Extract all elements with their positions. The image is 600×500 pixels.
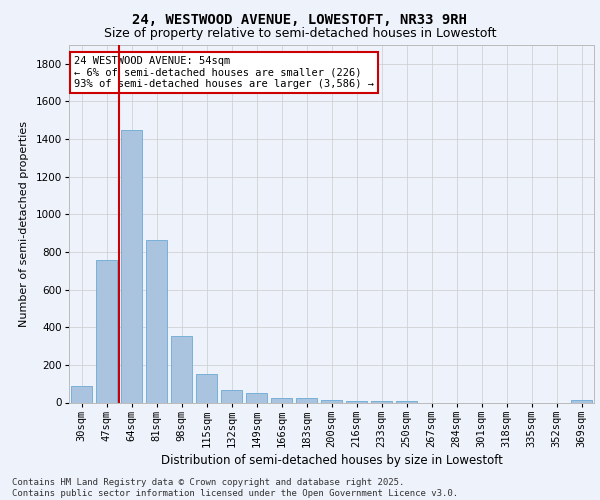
Bar bbox=[296, 398, 317, 402]
X-axis label: Distribution of semi-detached houses by size in Lowestoft: Distribution of semi-detached houses by … bbox=[161, 454, 502, 467]
Bar bbox=[371, 400, 392, 402]
Bar bbox=[96, 260, 117, 402]
Bar bbox=[346, 400, 367, 402]
Bar bbox=[171, 336, 192, 402]
Bar bbox=[396, 401, 417, 402]
Bar bbox=[321, 400, 342, 402]
Bar bbox=[71, 386, 92, 402]
Bar bbox=[221, 390, 242, 402]
Text: 24 WESTWOOD AVENUE: 54sqm
← 6% of semi-detached houses are smaller (226)
93% of : 24 WESTWOOD AVENUE: 54sqm ← 6% of semi-d… bbox=[74, 56, 374, 89]
Bar bbox=[271, 398, 292, 402]
Bar bbox=[196, 374, 217, 402]
Y-axis label: Number of semi-detached properties: Number of semi-detached properties bbox=[19, 120, 29, 327]
Text: 24, WESTWOOD AVENUE, LOWESTOFT, NR33 9RH: 24, WESTWOOD AVENUE, LOWESTOFT, NR33 9RH bbox=[133, 12, 467, 26]
Bar bbox=[121, 130, 142, 402]
Bar bbox=[146, 240, 167, 402]
Text: Contains HM Land Registry data © Crown copyright and database right 2025.
Contai: Contains HM Land Registry data © Crown c… bbox=[12, 478, 458, 498]
Bar bbox=[571, 400, 592, 402]
Text: Size of property relative to semi-detached houses in Lowestoft: Size of property relative to semi-detach… bbox=[104, 28, 496, 40]
Bar bbox=[246, 394, 267, 402]
